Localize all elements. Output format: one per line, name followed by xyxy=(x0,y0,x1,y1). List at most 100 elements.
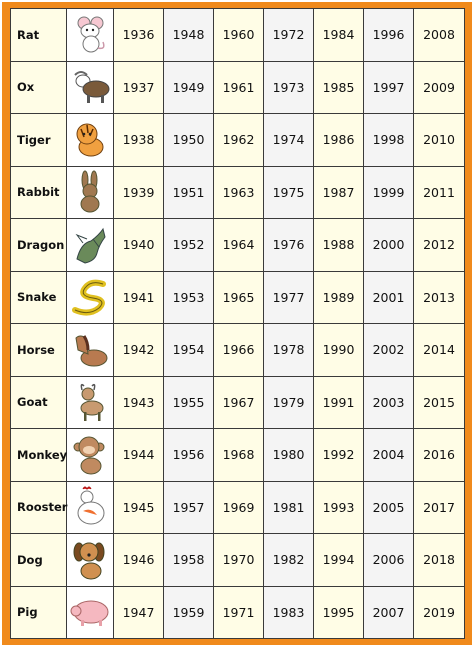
year-cell: 1943 xyxy=(113,375,164,429)
year-cell: 1955 xyxy=(163,375,214,429)
year-cell: 1972 xyxy=(263,8,314,62)
goat-icon xyxy=(66,375,114,429)
year-cell: 1937 xyxy=(113,60,164,114)
animal-name: Dragon xyxy=(10,218,67,272)
year-cell: 1960 xyxy=(213,8,264,62)
pig-icon xyxy=(66,585,114,639)
year-cell: 1998 xyxy=(363,113,414,167)
zodiac-row-dragon: Dragon 1940 1952 1964 1976 1988 2000 2012 xyxy=(10,218,465,272)
year-cell: 1985 xyxy=(313,60,364,114)
year-cell: 1976 xyxy=(263,218,314,272)
year-cell: 1944 xyxy=(113,428,164,482)
year-cell: 1971 xyxy=(213,585,264,639)
year-cell: 2017 xyxy=(413,480,465,534)
year-cell: 1959 xyxy=(163,585,214,639)
zodiac-row-rooster: Rooster 1945 1957 1969 1981 1993 2005 2017 xyxy=(10,480,465,534)
year-cell: 2012 xyxy=(413,218,465,272)
animal-name: Rat xyxy=(10,8,67,62)
year-cell: 1948 xyxy=(163,8,214,62)
zodiac-row-horse: Horse 1942 1954 1966 1978 1990 2002 2014 xyxy=(10,323,465,377)
year-cell: 1940 xyxy=(113,218,164,272)
year-cell: 2018 xyxy=(413,533,465,587)
year-cell: 2004 xyxy=(363,428,414,482)
year-cell: 2008 xyxy=(413,8,465,62)
year-cell: 2013 xyxy=(413,270,465,324)
year-cell: 1974 xyxy=(263,113,314,167)
year-cell: 1957 xyxy=(163,480,214,534)
year-cell: 1946 xyxy=(113,533,164,587)
year-cell: 1969 xyxy=(213,480,264,534)
year-cell: 1973 xyxy=(263,60,314,114)
year-cell: 2003 xyxy=(363,375,414,429)
year-cell: 2006 xyxy=(363,533,414,587)
zodiac-row-pig: Pig 1947 1959 1971 1983 1995 2007 2019 xyxy=(10,585,465,639)
year-cell: 1947 xyxy=(113,585,164,639)
animal-name: Pig xyxy=(10,585,67,639)
year-cell: 1983 xyxy=(263,585,314,639)
year-cell: 1941 xyxy=(113,270,164,324)
year-cell: 1964 xyxy=(213,218,264,272)
ox-icon xyxy=(66,60,114,114)
year-cell: 1996 xyxy=(363,8,414,62)
year-cell: 2001 xyxy=(363,270,414,324)
year-cell: 1963 xyxy=(213,165,264,219)
year-cell: 1942 xyxy=(113,323,164,377)
year-cell: 2016 xyxy=(413,428,465,482)
animal-name: Rabbit xyxy=(10,165,67,219)
dog-icon xyxy=(66,533,114,587)
year-cell: 1975 xyxy=(263,165,314,219)
year-cell: 1978 xyxy=(263,323,314,377)
horse-icon xyxy=(66,323,114,377)
zodiac-row-monkey: Monkey 1944 1956 1968 1980 1992 2004 2016 xyxy=(10,428,465,482)
zodiac-row-goat: Goat 1943 1955 1967 1979 1991 2003 2015 xyxy=(10,375,465,429)
year-cell: 2002 xyxy=(363,323,414,377)
year-cell: 1961 xyxy=(213,60,264,114)
year-cell: 1994 xyxy=(313,533,364,587)
year-cell: 1965 xyxy=(213,270,264,324)
year-cell: 1962 xyxy=(213,113,264,167)
year-cell: 2010 xyxy=(413,113,465,167)
monkey-icon xyxy=(66,428,114,482)
tiger-icon xyxy=(66,113,114,167)
animal-name: Monkey xyxy=(10,428,67,482)
zodiac-row-snake: Snake 1941 1953 1965 1977 1989 2001 2013 xyxy=(10,270,465,324)
year-cell: 2011 xyxy=(413,165,465,219)
year-cell: 2009 xyxy=(413,60,465,114)
zodiac-table: Rat 1936 1948 1960 1972 1984 1996 2008 Ox 1937 194… xyxy=(10,8,465,639)
year-cell: 1950 xyxy=(163,113,214,167)
year-cell: 1995 xyxy=(313,585,364,639)
snake-icon xyxy=(66,270,114,324)
animal-name: Goat xyxy=(10,375,67,429)
zodiac-row-rabbit: Rabbit 1939 1951 1963 1975 1987 1999 2011 xyxy=(10,165,465,219)
year-cell: 1982 xyxy=(263,533,314,587)
year-cell: 1997 xyxy=(363,60,414,114)
year-cell: 2019 xyxy=(413,585,465,639)
year-cell: 1979 xyxy=(263,375,314,429)
dragon-icon xyxy=(66,218,114,272)
year-cell: 1938 xyxy=(113,113,164,167)
year-cell: 1970 xyxy=(213,533,264,587)
year-cell: 1968 xyxy=(213,428,264,482)
year-cell: 1993 xyxy=(313,480,364,534)
year-cell: 1945 xyxy=(113,480,164,534)
year-cell: 1980 xyxy=(263,428,314,482)
animal-name: Dog xyxy=(10,533,67,587)
rat-icon xyxy=(66,8,114,62)
year-cell: 1936 xyxy=(113,8,164,62)
year-cell: 1953 xyxy=(163,270,214,324)
year-cell: 2015 xyxy=(413,375,465,429)
year-cell: 2014 xyxy=(413,323,465,377)
year-cell: 1956 xyxy=(163,428,214,482)
year-cell: 1939 xyxy=(113,165,164,219)
year-cell: 1990 xyxy=(313,323,364,377)
animal-name: Snake xyxy=(10,270,67,324)
year-cell: 1981 xyxy=(263,480,314,534)
year-cell: 2005 xyxy=(363,480,414,534)
year-cell: 1988 xyxy=(313,218,364,272)
year-cell: 1992 xyxy=(313,428,364,482)
year-cell: 1952 xyxy=(163,218,214,272)
year-cell: 1966 xyxy=(213,323,264,377)
year-cell: 1951 xyxy=(163,165,214,219)
zodiac-row-tiger: Tiger 1938 1950 1962 1974 1986 1998 2010 xyxy=(10,113,465,167)
animal-name: Rooster xyxy=(10,480,67,534)
